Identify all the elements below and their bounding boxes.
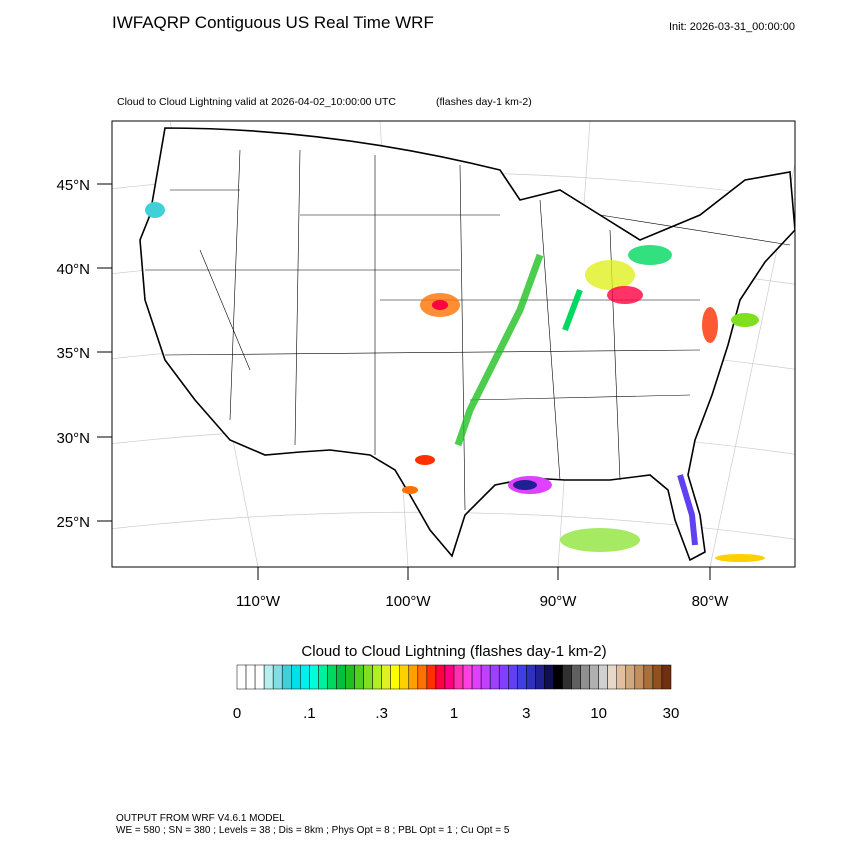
colorbar-swatch — [526, 664, 536, 690]
colorbar-swatch — [535, 664, 545, 690]
colorbar-swatch — [381, 664, 391, 690]
colorbar-swatch — [254, 664, 265, 690]
colorbar-swatch — [345, 664, 355, 690]
colorbar-swatch — [300, 664, 310, 690]
colorbar-swatch — [489, 664, 500, 690]
lat-label: 40°N — [56, 261, 90, 278]
colorbar-swatch — [652, 664, 663, 690]
colorbar-label: 0 — [233, 705, 241, 722]
colorbar-swatch — [354, 664, 364, 690]
colorbar-label: 3 — [522, 705, 530, 722]
colorbar-swatch — [444, 664, 455, 690]
colorbar-swatch — [327, 664, 337, 690]
colorbar-swatch — [318, 664, 328, 690]
colorbar-swatch — [508, 664, 518, 690]
colorbar-swatch — [263, 664, 274, 690]
colorbar-swatch — [580, 664, 590, 690]
footer-line: OUTPUT FROM WRF V4.6.1 MODEL — [116, 813, 285, 824]
colorbar-swatch — [435, 664, 446, 690]
init-time: Init: 2026-03-31_00:00:00 — [669, 21, 795, 33]
colorbar-title: Cloud to Cloud Lightning (flashes day-1 … — [301, 643, 606, 660]
lightning-cells — [145, 202, 765, 562]
colorbar-swatch — [607, 664, 617, 690]
colorbar-swatch — [616, 664, 627, 690]
colorbar-swatch — [309, 664, 319, 690]
colorbar-swatch — [399, 664, 410, 690]
colorbar-label: 30 — [663, 705, 680, 722]
colorbar-swatch — [589, 664, 599, 690]
colorbar-swatch — [562, 664, 572, 690]
colorbar-swatch — [390, 664, 401, 690]
colorbar-swatch — [453, 664, 464, 690]
colorbar-swatch — [517, 664, 527, 690]
us-outline — [139, 127, 795, 562]
lat-label: 35°N — [56, 345, 90, 362]
field-units: (flashes day-1 km-2) — [436, 96, 532, 108]
lon-label: 110°W — [236, 593, 281, 610]
colorbar-swatch — [426, 664, 437, 690]
colorbar-swatch — [571, 664, 581, 690]
colorbar-swatch — [661, 664, 672, 690]
colorbar-swatch — [372, 664, 382, 690]
title: IWFAQRP Contiguous US Real Time WRF — [112, 13, 434, 32]
colorbar-swatch — [480, 664, 491, 690]
colorbar-swatch — [553, 664, 563, 690]
lat-label: 30°N — [56, 430, 90, 447]
colorbar-swatch — [408, 664, 419, 690]
colorbar-swatch — [417, 664, 428, 690]
colorbar-swatch — [245, 664, 256, 690]
colorbar-swatch — [236, 664, 247, 690]
lon-label: 100°W — [385, 593, 431, 610]
colorbar-swatch — [598, 664, 608, 690]
colorbar-swatch — [625, 664, 636, 690]
colorbar-swatch — [272, 664, 283, 690]
footer-line: WE = 580 ; SN = 380 ; Levels = 38 ; Dis … — [116, 825, 510, 836]
colorbar-swatch — [462, 664, 473, 690]
colorbar-label: 10 — [590, 705, 607, 722]
colorbar-swatch — [634, 664, 645, 690]
map-frame — [111, 120, 796, 568]
colorbar-swatch — [643, 664, 654, 690]
colorbar-label: 1 — [450, 705, 458, 722]
colorbar-swatch — [544, 664, 554, 690]
colorbar-swatch — [291, 664, 301, 690]
colorbar-swatch — [363, 664, 373, 690]
lon-label: 90°W — [540, 593, 578, 610]
colorbar-swatch — [471, 664, 482, 690]
lat-label: 45°N — [56, 177, 90, 194]
colorbar-swatch — [281, 664, 292, 690]
field-label: Cloud to Cloud Lightning valid at 2026-0… — [117, 96, 396, 108]
lon-label: 80°W — [692, 593, 730, 610]
lat-label: 25°N — [56, 514, 90, 531]
colorbar-label: .3 — [375, 705, 388, 722]
map — [111, 120, 796, 568]
colorbar-swatch — [498, 664, 509, 690]
colorbar-label: .1 — [303, 705, 316, 722]
colorbar-swatch — [336, 664, 346, 690]
